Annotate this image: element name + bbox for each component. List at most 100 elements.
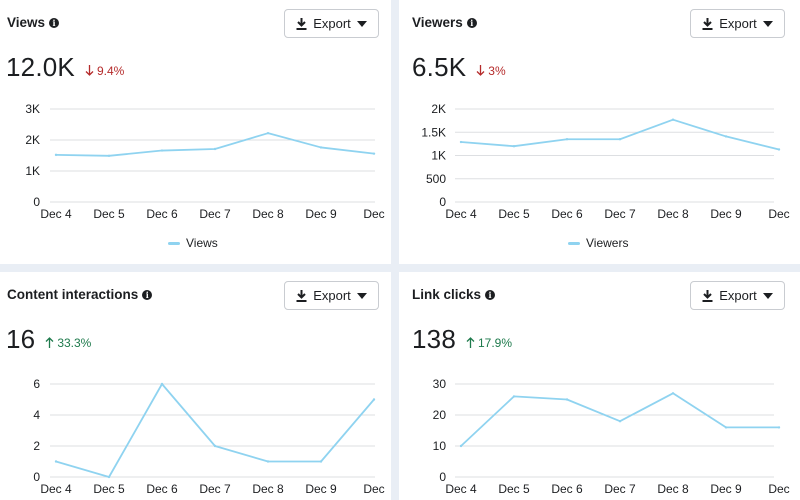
data-point (618, 420, 622, 423)
data-point (213, 444, 217, 448)
data-point (565, 138, 569, 141)
download-icon (702, 289, 713, 302)
link-clicks-chart: 0 10 20 30 Dec 4 Dec 5 Dec 6 Dec 7 Dec 8 Dec 9 Dec (433, 377, 790, 496)
data-point (459, 140, 463, 144)
export-label: Export (719, 288, 757, 303)
series-line (460, 118, 780, 151)
data-point (459, 444, 463, 448)
y-tick-label: 0 (439, 195, 446, 209)
x-tick-label: Dec 5 (498, 207, 530, 221)
x-tick-label: Dec 6 (146, 207, 178, 221)
data-point (565, 398, 569, 401)
data-point (512, 145, 516, 148)
export-button[interactable]: Export (284, 9, 379, 38)
delta-badge: 17.9% (466, 336, 512, 350)
chart-legend[interactable]: Viewers (568, 236, 628, 250)
y-tick-label: 10 (433, 439, 447, 453)
data-point (266, 131, 270, 135)
metric: 138 17.9% (412, 324, 512, 355)
data-point (724, 135, 728, 138)
content-interactions-card: Content interactions i Export 16 33.3% 0… (0, 272, 391, 500)
x-tick-label: Dec 9 (305, 482, 337, 496)
data-point (724, 426, 728, 429)
data-point (372, 152, 376, 155)
series-line (55, 132, 375, 157)
export-label: Export (313, 16, 351, 31)
x-tick-label: Dec 9 (710, 207, 742, 221)
download-icon (296, 17, 307, 30)
data-point (266, 460, 270, 463)
data-point (107, 154, 111, 158)
delta-badge: 9.4% (85, 64, 124, 78)
x-tick-label: Dec 7 (199, 482, 231, 496)
card-title-text: Link clicks (412, 287, 482, 302)
data-point (372, 398, 376, 401)
y-tick-label: 3K (25, 102, 40, 116)
data-point (671, 118, 675, 121)
x-tick-label: Dec 5 (498, 482, 530, 496)
caret-down-icon (762, 292, 773, 299)
legend-label: Views (186, 236, 218, 250)
y-tick-label: 4 (33, 408, 40, 422)
x-tick-label: Dec (768, 207, 789, 221)
data-point (671, 392, 675, 395)
export-button[interactable]: Export (690, 9, 785, 38)
data-point (160, 149, 164, 152)
x-tick-label: Dec 7 (604, 207, 636, 221)
y-tick-label: 0 (439, 470, 446, 484)
viewers-chart: 0 500 1K 1.5K 2K Dec 4 Dec 5 Dec 6 Dec 7 Dec 8 Dec… (421, 102, 789, 221)
arrow-down-icon (476, 65, 485, 76)
delta-value: 33.3% (57, 335, 92, 350)
x-tick-label: Dec 8 (252, 207, 284, 221)
series-line (460, 392, 779, 447)
export-button[interactable]: Export (284, 281, 379, 310)
chart-legend[interactable]: Views (168, 236, 218, 250)
export-button[interactable]: Export (690, 281, 785, 310)
data-point (54, 153, 58, 157)
x-tick-label: Dec (363, 482, 384, 496)
x-tick-label: Dec 5 (93, 482, 125, 496)
metric: 6.5K 3% (412, 52, 506, 83)
y-tick-label: 2 (33, 439, 40, 453)
y-tick-label: 6 (33, 377, 40, 391)
data-point (54, 460, 58, 463)
x-tick-label: Dec 6 (146, 482, 178, 496)
y-tick-label: 1K (25, 164, 40, 178)
delta-value: 17.9% (477, 335, 513, 350)
download-icon (296, 289, 307, 302)
x-tick-label: Dec 8 (657, 207, 689, 221)
y-tick-label: 2K (25, 133, 40, 147)
metric-value: 12.0K (6, 52, 75, 82)
data-point (107, 475, 111, 479)
card-title-text: Content interactions (7, 287, 139, 302)
info-icon[interactable]: i (142, 289, 153, 300)
metric-value: 16 (6, 324, 36, 354)
delta-badge: 3% (476, 64, 506, 78)
caret-down-icon (356, 292, 367, 299)
x-tick-label: Dec 8 (657, 482, 689, 496)
x-tick-label: Dec (363, 207, 384, 221)
info-icon[interactable]: i (49, 17, 60, 28)
x-tick-label: Dec (768, 482, 789, 496)
x-tick-label: Dec 8 (252, 482, 284, 496)
y-tick-label: 1K (431, 149, 446, 163)
x-tick-label: Dec 9 (305, 207, 337, 221)
data-point (618, 138, 622, 141)
info-icon[interactable]: i (485, 289, 496, 300)
card-title: Views i (7, 15, 60, 30)
export-label: Export (719, 16, 757, 31)
card-title: Viewers i (412, 15, 477, 30)
info-icon[interactable]: i (466, 17, 477, 28)
legend-label: Viewers (586, 236, 629, 250)
arrow-up-icon (466, 337, 475, 348)
card-title-text: Viewers (412, 15, 463, 30)
data-point (160, 382, 164, 386)
y-tick-label: 30 (433, 377, 447, 391)
legend-swatch (568, 241, 580, 245)
x-tick-label: Dec 9 (710, 482, 742, 496)
data-point (512, 395, 516, 398)
x-tick-label: Dec 4 (445, 482, 477, 496)
series-line (55, 383, 375, 478)
metric-value: 6.5K (412, 52, 467, 82)
delta-value: 9.4% (96, 63, 125, 78)
